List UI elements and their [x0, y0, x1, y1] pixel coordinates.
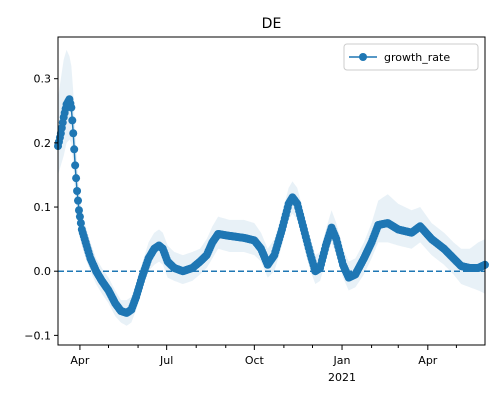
x-axis: Apr Jul Oct Jan 2021 Apr	[70, 345, 457, 384]
x-tick-year-label: 2021	[328, 371, 356, 384]
series-point	[68, 116, 77, 125]
legend-marker-swatch	[359, 53, 367, 61]
legend: growth_rate	[343, 43, 479, 71]
series-point	[74, 206, 83, 215]
y-tick-label: 0.1	[34, 201, 52, 214]
x-tick-label: Apr	[70, 354, 90, 367]
series-point	[69, 129, 78, 138]
legend-entry-label: growth_rate	[384, 51, 450, 64]
plot-frame	[57, 36, 486, 346]
y-tick-label: 0.2	[34, 137, 52, 150]
series-point	[75, 212, 84, 221]
series-point	[76, 219, 85, 228]
x-tick-label: Jul	[159, 354, 173, 367]
series-point	[73, 187, 82, 195]
series-point	[71, 161, 80, 170]
legend-box	[343, 43, 479, 71]
series-layer	[54, 95, 489, 317]
y-tick-label: 0.0	[34, 265, 52, 278]
y-axis: −0.1 0.0 0.1 0.2 0.3	[24, 73, 58, 342]
series-point	[72, 174, 81, 183]
x-tick-label: Oct	[245, 354, 265, 367]
y-tick-label: 0.3	[34, 73, 52, 86]
series-point	[70, 145, 79, 154]
x-tick-label: Jan	[333, 354, 351, 367]
y-tick-label: −0.1	[24, 329, 51, 342]
x-tick-label: Apr	[418, 354, 438, 367]
chart-title: DE	[262, 16, 282, 32]
series-point	[67, 103, 76, 112]
series-point	[74, 196, 83, 205]
